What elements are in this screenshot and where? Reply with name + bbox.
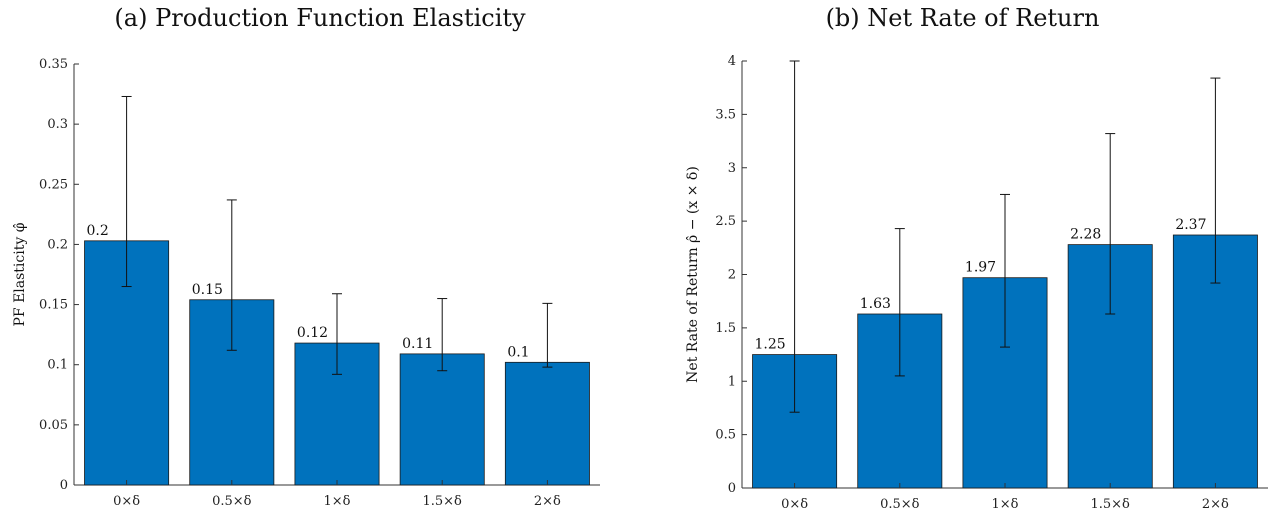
x-tick-label: 0×δ [113, 494, 140, 509]
return-chart-svg: 0 0.5 1 1.5 2 2.5 3 3.5 4 0×δ 1.25 0.5×δ 1.63 1×δ 1.97… [685, 54, 1268, 512]
data-label: 0.2 [87, 223, 109, 239]
y-tick-label: 4 [728, 54, 736, 69]
y-tick-label: 1.5 [715, 321, 736, 336]
data-label: 2.37 [1175, 217, 1206, 233]
data-label: 0.11 [402, 336, 433, 352]
y-tick-label: 0 [728, 481, 736, 496]
data-label: 1.63 [860, 296, 891, 312]
y-tick-label: 0.25 [39, 177, 68, 192]
y-tick-label: 1 [728, 374, 736, 389]
y-tick-label: 0.35 [39, 57, 68, 72]
y-tick-label: 3 [728, 161, 736, 176]
x-tick-label: 1.5×δ [1090, 497, 1130, 512]
y-tick-label: 0.15 [39, 298, 68, 313]
x-tick-label: 2×δ [534, 494, 561, 509]
y-tick-label: 0.1 [47, 358, 68, 373]
data-label: 0.1 [507, 344, 529, 360]
y-tick-label: 0.2 [47, 237, 68, 252]
y-tick-label: 3.5 [715, 107, 736, 122]
data-label: 0.15 [192, 282, 223, 298]
data-label: 1.97 [965, 260, 996, 276]
chart-panel-elasticity: (a) Production Function Elasticity 0 0.05… [0, 0, 640, 516]
y-tick-label: 0 [60, 478, 68, 493]
x-tick-label: 1×δ [324, 494, 351, 509]
chart-title: (b) Net Rate of Return [825, 4, 1100, 32]
x-tick-label: 0×δ [781, 497, 808, 512]
y-tick-label: 0.05 [39, 418, 68, 433]
bar [504, 361, 590, 486]
y-tick-label: 0.5 [715, 428, 736, 443]
y-tick-label: 0.3 [47, 117, 68, 132]
chart-title: (a) Production Function Elasticity [114, 4, 526, 32]
elasticity-chart-svg: 0 0.05 0.1 0.15 0.2 0.25 0.3 0.35 0×δ 0.2 0.5×δ 0.1… [12, 57, 600, 509]
x-tick-label: 1.5×δ [422, 494, 462, 509]
chart-panel-return: (b) Net Rate of Return 0 0.5 1 1.5 2 2.5 3 3.5 4… [640, 0, 1285, 516]
data-label: 0.12 [297, 325, 328, 341]
x-tick-label: 2×δ [1202, 497, 1229, 512]
y-tick-label: 2.5 [715, 214, 736, 229]
bar [399, 353, 485, 486]
x-tick-label: 0.5×δ [880, 497, 920, 512]
y-axis-label: Net Rate of Return ρ̂ − (x × δ) [685, 166, 701, 383]
y-tick-label: 2 [728, 268, 736, 283]
y-axis-label: PF Elasticity φ̂ [12, 222, 28, 326]
data-label: 2.28 [1070, 227, 1101, 243]
x-tick-label: 0.5×δ [212, 494, 252, 509]
data-label: 1.25 [755, 337, 786, 353]
x-tick-label: 1×δ [992, 497, 1019, 512]
